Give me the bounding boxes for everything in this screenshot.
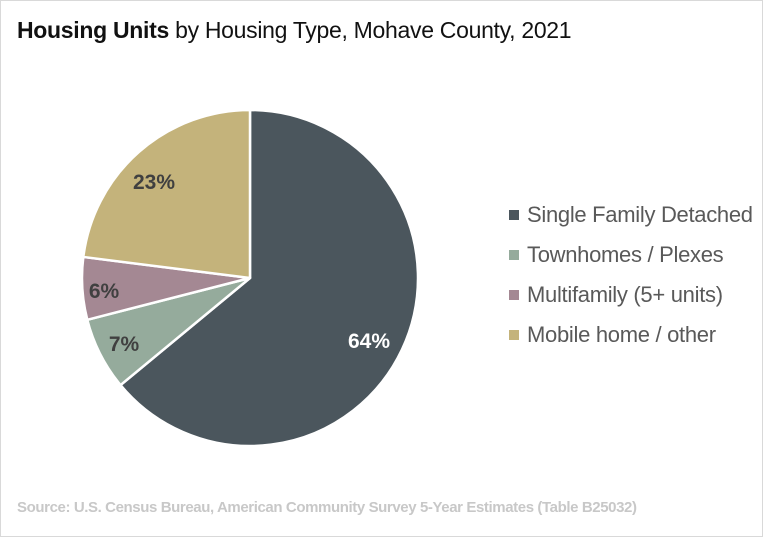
label-single-family: 64%: [348, 330, 390, 353]
legend: Single Family Detached Townhomes / Plexe…: [509, 195, 753, 355]
chart-title-bold: Housing Units: [17, 17, 169, 43]
pie-slices: [80, 108, 420, 448]
legend-swatch-single-family: [509, 210, 519, 220]
slice-single-family: [119, 108, 420, 448]
legend-label: Single Family Detached: [527, 202, 753, 227]
legend-item-multifamily: Multifamily (5+ units): [509, 275, 753, 315]
legend-label: Townhomes / Plexes: [527, 242, 724, 267]
label-multifamily: 6%: [89, 280, 120, 303]
legend-swatch-townhomes: [509, 250, 519, 260]
legend-item-mobile-home: Mobile home / other: [509, 315, 753, 355]
legend-item-single-family: Single Family Detached: [509, 195, 753, 235]
label-townhomes: 7%: [109, 333, 140, 356]
source-note: Source: U.S. Census Bureau, American Com…: [17, 499, 637, 516]
legend-swatch-multifamily: [509, 290, 519, 300]
slice-mobile-home: [82, 108, 252, 280]
label-mobile-home: 23%: [133, 171, 175, 194]
legend-item-townhomes: Townhomes / Plexes: [509, 235, 753, 275]
legend-label: Mobile home / other: [527, 322, 716, 347]
legend-swatch-mobile-home: [509, 330, 519, 340]
chart-title: Housing Units by Housing Type, Mohave Co…: [17, 17, 572, 44]
chart-title-rest: by Housing Type, Mohave County, 2021: [168, 17, 572, 43]
legend-label: Multifamily (5+ units): [527, 282, 723, 307]
